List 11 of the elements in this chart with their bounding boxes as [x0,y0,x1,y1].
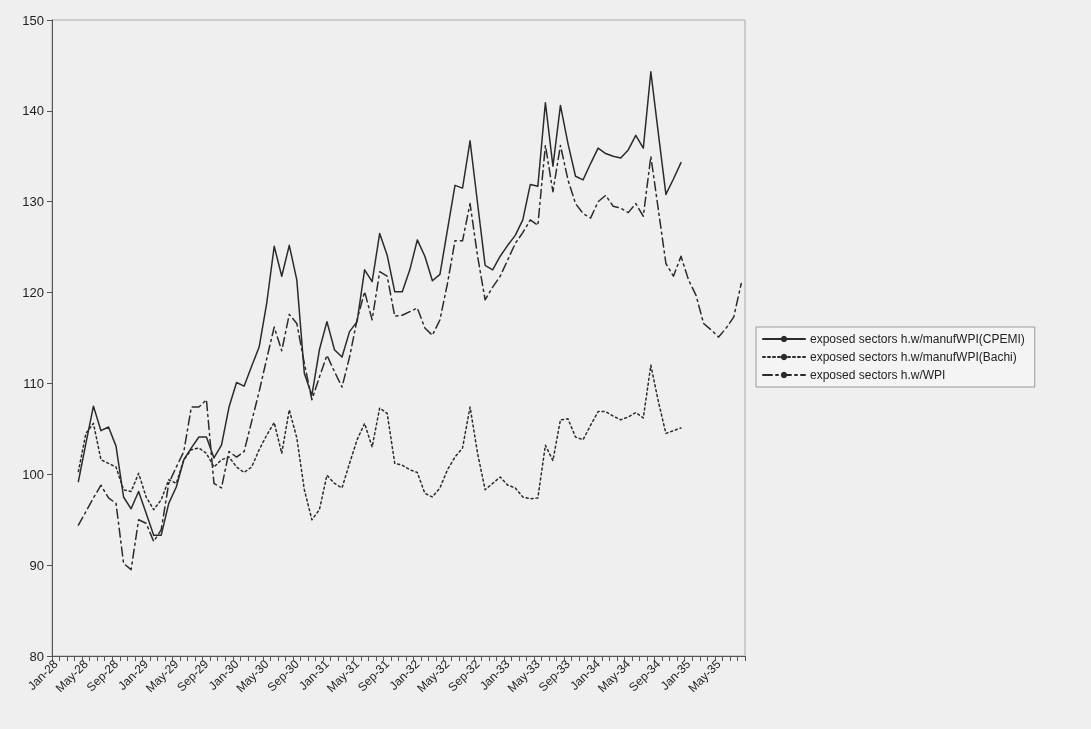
y-tick-label: 150 [22,12,44,28]
legend-label: exposed sectors h.w/manufWPI(CPEMI) [810,332,1025,346]
legend-label: exposed sectors h.w/manufWPI(Bachi) [810,350,1017,364]
y-tick-label: 110 [23,375,44,391]
y-tick-label: 130 [22,194,44,210]
y-tick-label: 140 [22,103,44,119]
y-tick-label: 120 [22,285,44,301]
y-tick-label: 100 [22,466,44,482]
legend-label: exposed sectors h.w/WPI [810,368,946,382]
y-tick-label: 80 [29,648,44,664]
y-tick-label: 90 [29,557,44,573]
